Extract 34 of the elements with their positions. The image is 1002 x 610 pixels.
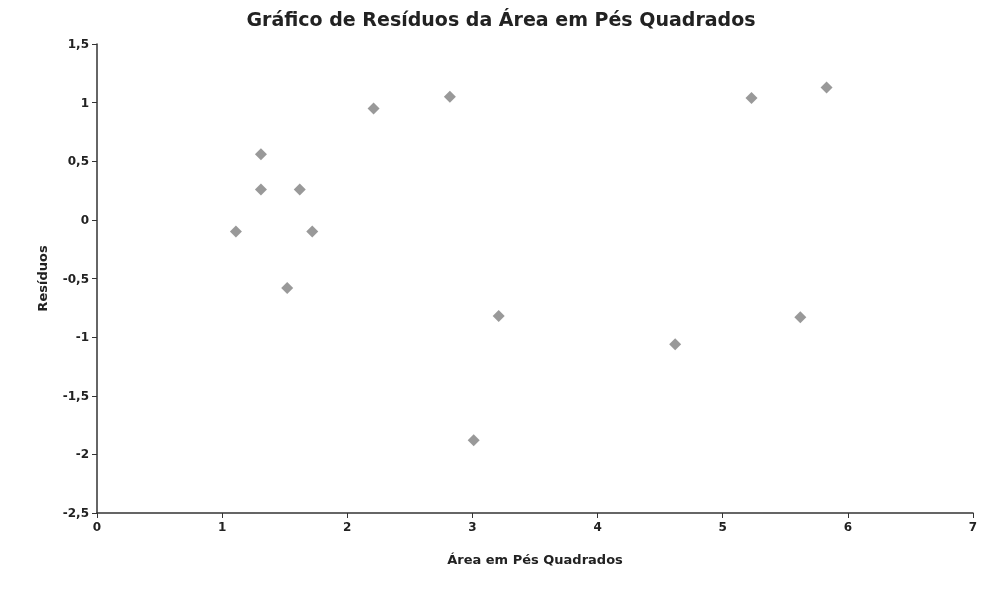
x-axis-title: Área em Pés Quadrados — [447, 552, 624, 567]
point — [820, 81, 833, 94]
point — [669, 338, 682, 351]
y-axis-title: Resíduos — [35, 245, 50, 312]
point — [254, 183, 267, 196]
y-tick-label: -1,5 — [62, 388, 89, 403]
x-tick-label: 2 — [343, 520, 352, 534]
y-tick-label: -0,5 — [62, 271, 89, 286]
y-tick-label: 0,5 — [67, 154, 89, 169]
point — [254, 148, 267, 161]
x-tick-label: 7 — [968, 520, 978, 534]
point — [367, 102, 380, 115]
point — [229, 225, 242, 238]
y-tick-label: -2,5 — [62, 506, 89, 520]
y-tick-label: -2 — [75, 447, 89, 462]
point — [492, 310, 505, 323]
x-tick-label: 5 — [718, 520, 727, 534]
x-tick-label: 6 — [843, 520, 853, 534]
y-tick-label: 1 — [80, 95, 89, 110]
point — [306, 225, 319, 238]
y-tick-label: 0 — [80, 212, 89, 227]
y-tick-label: 1,5 — [67, 37, 89, 51]
x-tick-label: 1 — [217, 520, 227, 534]
point — [794, 311, 807, 324]
point — [443, 90, 456, 103]
point — [293, 183, 306, 196]
x-tick-label: 4 — [593, 520, 602, 534]
point — [281, 281, 294, 294]
point — [745, 91, 758, 104]
x-tick-label: 0 — [92, 520, 102, 534]
chart-title: Gráfico de Resíduos da Área em Pés Quadrados — [246, 7, 756, 30]
x-tick-label: 3 — [468, 520, 477, 534]
y-tick-label: -1 — [75, 330, 89, 345]
point — [467, 434, 480, 447]
